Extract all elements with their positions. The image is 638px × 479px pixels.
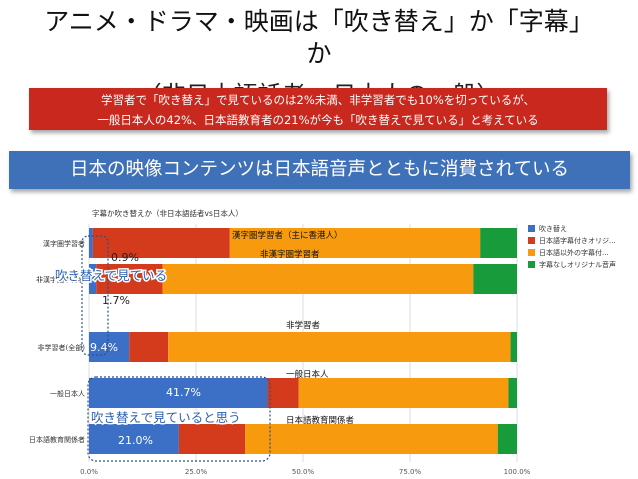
- category-label-0: 漢字圏学習者: [43, 239, 85, 248]
- bar-segment-4-1: [178, 424, 246, 454]
- bar-segment-2-0: [89, 332, 130, 362]
- bar-segment-1-2: [162, 264, 474, 294]
- value-label-1: 1.7%: [102, 294, 130, 307]
- bar-segment-4-3: [497, 424, 517, 454]
- legend-swatch-2: [528, 249, 535, 256]
- group-label-4: 日本語教育関係者: [286, 415, 355, 426]
- category-label-3: 一般日本人: [50, 389, 85, 398]
- bar-segment-3-1: [267, 378, 299, 408]
- bar-segment-1-1: [96, 264, 163, 294]
- category-label-4: 日本語教育関係者: [29, 435, 85, 444]
- category-label-2: 非学習者(全部): [38, 343, 86, 352]
- value-label-0: 0.9%: [111, 251, 139, 264]
- summary-red-box: 学習者で「吹き替え」で見ているのは2%未満、非学習者でも10%を切っているが、 …: [29, 88, 607, 130]
- legend-swatch-1: [528, 237, 535, 244]
- legend-swatch-0: [528, 225, 535, 232]
- legend-swatch-3: [528, 261, 535, 268]
- bar-segment-1-0: [89, 264, 97, 294]
- value-label-2: 9.4%: [90, 341, 118, 354]
- group-label-0: 漢字圏学習者（主に香港人）: [232, 230, 343, 241]
- value-labels: 0.9% 1.7% 9.4% 41.7% 21.0%: [90, 251, 201, 447]
- slide-title: アニメ・ドラマ・映画は「吹き替え」か「字幕」 か: [44, 7, 594, 68]
- bar-segment-4-0: [89, 424, 179, 454]
- legend-label-2: 日本語以外の字幕付...: [539, 248, 609, 257]
- value-label-4: 21.0%: [118, 434, 153, 447]
- category-label-1: 非漢字圏学習者: [36, 275, 85, 284]
- x-tick-3: 75.0%: [399, 468, 422, 476]
- bar-segment-0-0: [89, 228, 93, 258]
- legend-label-3: 字幕なしオリジナル音声: [539, 260, 616, 269]
- chart-bars: [89, 228, 517, 454]
- legend-label-0: 吹き替え: [539, 224, 567, 233]
- x-axis-ticks: 0.0% 25.0% 50.0% 75.0% 100.0%: [80, 468, 531, 476]
- bottom-annotation-text: 吹き替えで見ていると思う: [91, 410, 241, 425]
- bar-segment-2-2: [168, 332, 511, 362]
- top-annotation-text: 吹き替えで見ている: [55, 268, 167, 283]
- x-tick-2: 50.0%: [292, 468, 315, 476]
- headline-blue-box: 日本の映像コンテンツは日本語音声とともに消費されている: [9, 151, 630, 189]
- bottom-annotation-frame: [87, 376, 271, 462]
- x-tick-1: 25.0%: [185, 468, 208, 476]
- bar-segment-0-2: [229, 228, 481, 258]
- legend-label-1: 日本語字幕付きオリジ...: [539, 236, 616, 245]
- bar-segment-3-2: [298, 378, 509, 408]
- bar-segment-4-2: [245, 424, 498, 454]
- chart-title: 字幕か吹き替えか（非日本語話者vs日本人）: [92, 208, 243, 218]
- summary-line-1: 学習者で「吹き替え」で見ているのは2%未満、非学習者でも10%を切っているが、: [101, 93, 535, 107]
- bar-segment-3-0: [89, 378, 268, 408]
- bar-segment-2-1: [129, 332, 169, 362]
- group-label-2: 非学習者: [286, 320, 321, 331]
- annotations: 吹き替えで見ている 吹き替えで見ていると思う: [54, 235, 271, 462]
- bar-segment-1-3: [473, 264, 517, 294]
- group-label-1: 非漢字圏学習者: [260, 249, 320, 260]
- bar-segment-0-3: [480, 228, 517, 258]
- bar-segment-3-3: [508, 378, 517, 408]
- x-tick-0: 0.0%: [80, 468, 98, 476]
- bar-segment-2-3: [510, 332, 517, 362]
- summary-line-2: 一般日本人の42%、日本語教育者の21%が今も「吹き替えで見ている」と考えている: [97, 113, 539, 127]
- slide-subtitle-clipped: （非日本語話者vs日本人の一般）: [0, 78, 638, 90]
- bar-segment-0-1: [92, 228, 230, 258]
- top-annotation-frame: [81, 235, 109, 356]
- value-label-3: 41.7%: [166, 386, 201, 399]
- x-tick-4: 100.0%: [504, 468, 531, 476]
- headline-text: 日本の映像コンテンツは日本語音声とともに消費されている: [70, 159, 569, 180]
- group-label-3: 一般日本人: [286, 369, 329, 380]
